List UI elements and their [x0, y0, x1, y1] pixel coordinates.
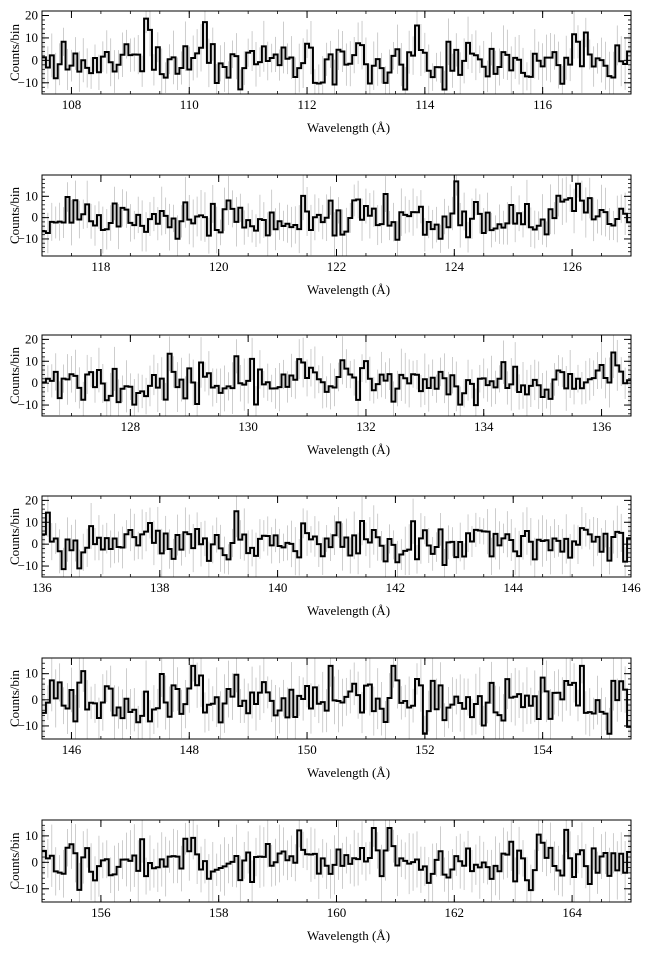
spectrum-panel-6: 156 158 160 162 164 −10 0 10 Wavelength (Å) Count… — [7, 819, 632, 943]
x-tick-label: 164 — [562, 905, 582, 920]
y-axis-label: Counts/bin — [7, 832, 22, 890]
y-tick-label: 10 — [25, 30, 38, 45]
y-tick-label: −10 — [18, 718, 38, 733]
x-tick-label: 126 — [562, 259, 582, 274]
x-tick-label: 146 — [621, 580, 641, 595]
x-tick-label: 114 — [415, 97, 435, 112]
y-tick-label: 10 — [25, 188, 38, 203]
y-tick-label: 0 — [32, 52, 39, 67]
x-tick-label: 138 — [150, 580, 170, 595]
x-tick-label: 132 — [356, 419, 376, 434]
x-tick-label: 134 — [474, 419, 494, 434]
x-tick-label: 120 — [209, 259, 229, 274]
y-axis-label: Counts/bin — [7, 186, 22, 244]
x-tick-label: 136 — [32, 580, 52, 595]
spectrum-panel-2: 118 120 122 124 126 −10 0 10 Wavelength (Å) Count… — [7, 174, 632, 297]
spectrum-histogram-line — [42, 17, 631, 91]
x-tick-label: 158 — [209, 905, 229, 920]
x-axis-label: Wavelength (Å) — [307, 603, 390, 618]
x-tick-label: 142 — [386, 580, 406, 595]
x-tick-label: 112 — [298, 97, 317, 112]
y-tick-label: 20 — [25, 331, 38, 346]
y-tick-label: 10 — [25, 514, 38, 529]
x-tick-label: 150 — [297, 742, 317, 757]
y-tick-label: 0 — [32, 210, 39, 225]
x-tick-label: 108 — [62, 97, 82, 112]
spectrum-panel-1: 108 110 112 114 116 −10 0 10 20 Wavelength (Å) Cou… — [7, 7, 632, 135]
y-tick-label: −10 — [18, 75, 38, 90]
y-axis-label: Counts/bin — [7, 346, 22, 404]
y-tick-label: 0 — [32, 692, 39, 707]
y-axis-label: Counts/bin — [7, 669, 22, 727]
x-tick-label: 148 — [180, 742, 200, 757]
x-tick-label: 160 — [327, 905, 347, 920]
x-axis-label: Wavelength (Å) — [307, 120, 390, 135]
y-tick-label: −10 — [18, 397, 38, 412]
spectrum-histogram-line — [42, 351, 631, 407]
y-tick-label: 20 — [25, 492, 38, 507]
x-tick-label: 156 — [91, 905, 111, 920]
spectrum-histogram-line — [42, 180, 631, 241]
y-tick-label: 0 — [32, 536, 39, 551]
spectrum-panel-5: 146 148 150 152 154 −10 0 10 Wavelength (Å) Count… — [7, 657, 632, 780]
x-tick-label: 136 — [592, 419, 612, 434]
y-tick-label: 0 — [32, 375, 39, 390]
y-tick-label: 0 — [32, 854, 39, 869]
x-tick-label: 128 — [121, 419, 141, 434]
x-tick-label: 152 — [415, 742, 435, 757]
spectrum-histogram-line — [42, 510, 631, 571]
x-axis-label: Wavelength (Å) — [307, 282, 390, 297]
x-tick-label: 140 — [268, 580, 288, 595]
y-tick-label: −10 — [18, 558, 38, 573]
x-axis-label: Wavelength (Å) — [307, 765, 390, 780]
x-tick-label: 122 — [327, 259, 347, 274]
x-axis-label: Wavelength (Å) — [307, 928, 390, 943]
x-tick-label: 110 — [180, 97, 199, 112]
y-tick-label: −10 — [18, 881, 38, 896]
x-axis-label: Wavelength (Å) — [307, 442, 390, 457]
x-tick-label: 130 — [238, 419, 258, 434]
x-tick-label: 118 — [91, 259, 110, 274]
y-tick-label: −10 — [18, 231, 38, 246]
spectrum-panel-4: 136 138 140 142 144 146 −10 0 10 20 Wavelength (Å)… — [7, 492, 641, 618]
spectrum-panel-3: 128 130 132 134 136 −10 0 10 20 Wavelength (Å) Cou… — [7, 331, 632, 457]
spectrum-histogram-line — [42, 826, 631, 892]
y-tick-label: 20 — [25, 7, 38, 22]
x-tick-label: 124 — [445, 259, 465, 274]
y-tick-label: 10 — [25, 666, 38, 681]
x-tick-label: 162 — [445, 905, 465, 920]
y-axis-label: Counts/bin — [7, 507, 22, 565]
y-axis-label: Counts/bin — [7, 23, 22, 81]
spectrum-histogram-line — [42, 664, 631, 735]
x-tick-label: 116 — [533, 97, 553, 112]
x-tick-label: 154 — [533, 742, 553, 757]
x-tick-label: 144 — [503, 580, 523, 595]
y-tick-label: 10 — [25, 353, 38, 368]
y-tick-label: 10 — [25, 828, 38, 843]
x-tick-label: 146 — [62, 742, 82, 757]
